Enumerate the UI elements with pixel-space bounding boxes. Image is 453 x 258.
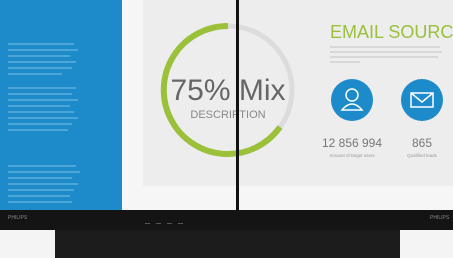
stat-value: 12 856 994 (322, 136, 382, 150)
heading: EMAIL SOURCES (330, 22, 453, 42)
desk-left (0, 230, 55, 258)
brand-left: PHILIPS (8, 215, 28, 221)
bezel (0, 210, 453, 230)
desk-right (400, 230, 453, 258)
stat-value: 865 (412, 136, 432, 150)
brand-right: PHILIPS (430, 215, 450, 221)
user-icon-circle (331, 79, 373, 121)
stat-label: Amount of target users (329, 153, 375, 158)
stat-label: Qualified leads (407, 153, 438, 158)
stand (55, 230, 400, 258)
mail-icon-circle (401, 79, 443, 121)
page: 75% Mix DESCRIPTION EMAIL SOURCES 12 856… (0, 0, 453, 258)
center-title: 75% Mix (170, 74, 285, 107)
photo: 75% Mix DESCRIPTION EMAIL SOURCES 12 856… (0, 0, 453, 258)
center-subtitle: DESCRIPTION (190, 109, 265, 121)
